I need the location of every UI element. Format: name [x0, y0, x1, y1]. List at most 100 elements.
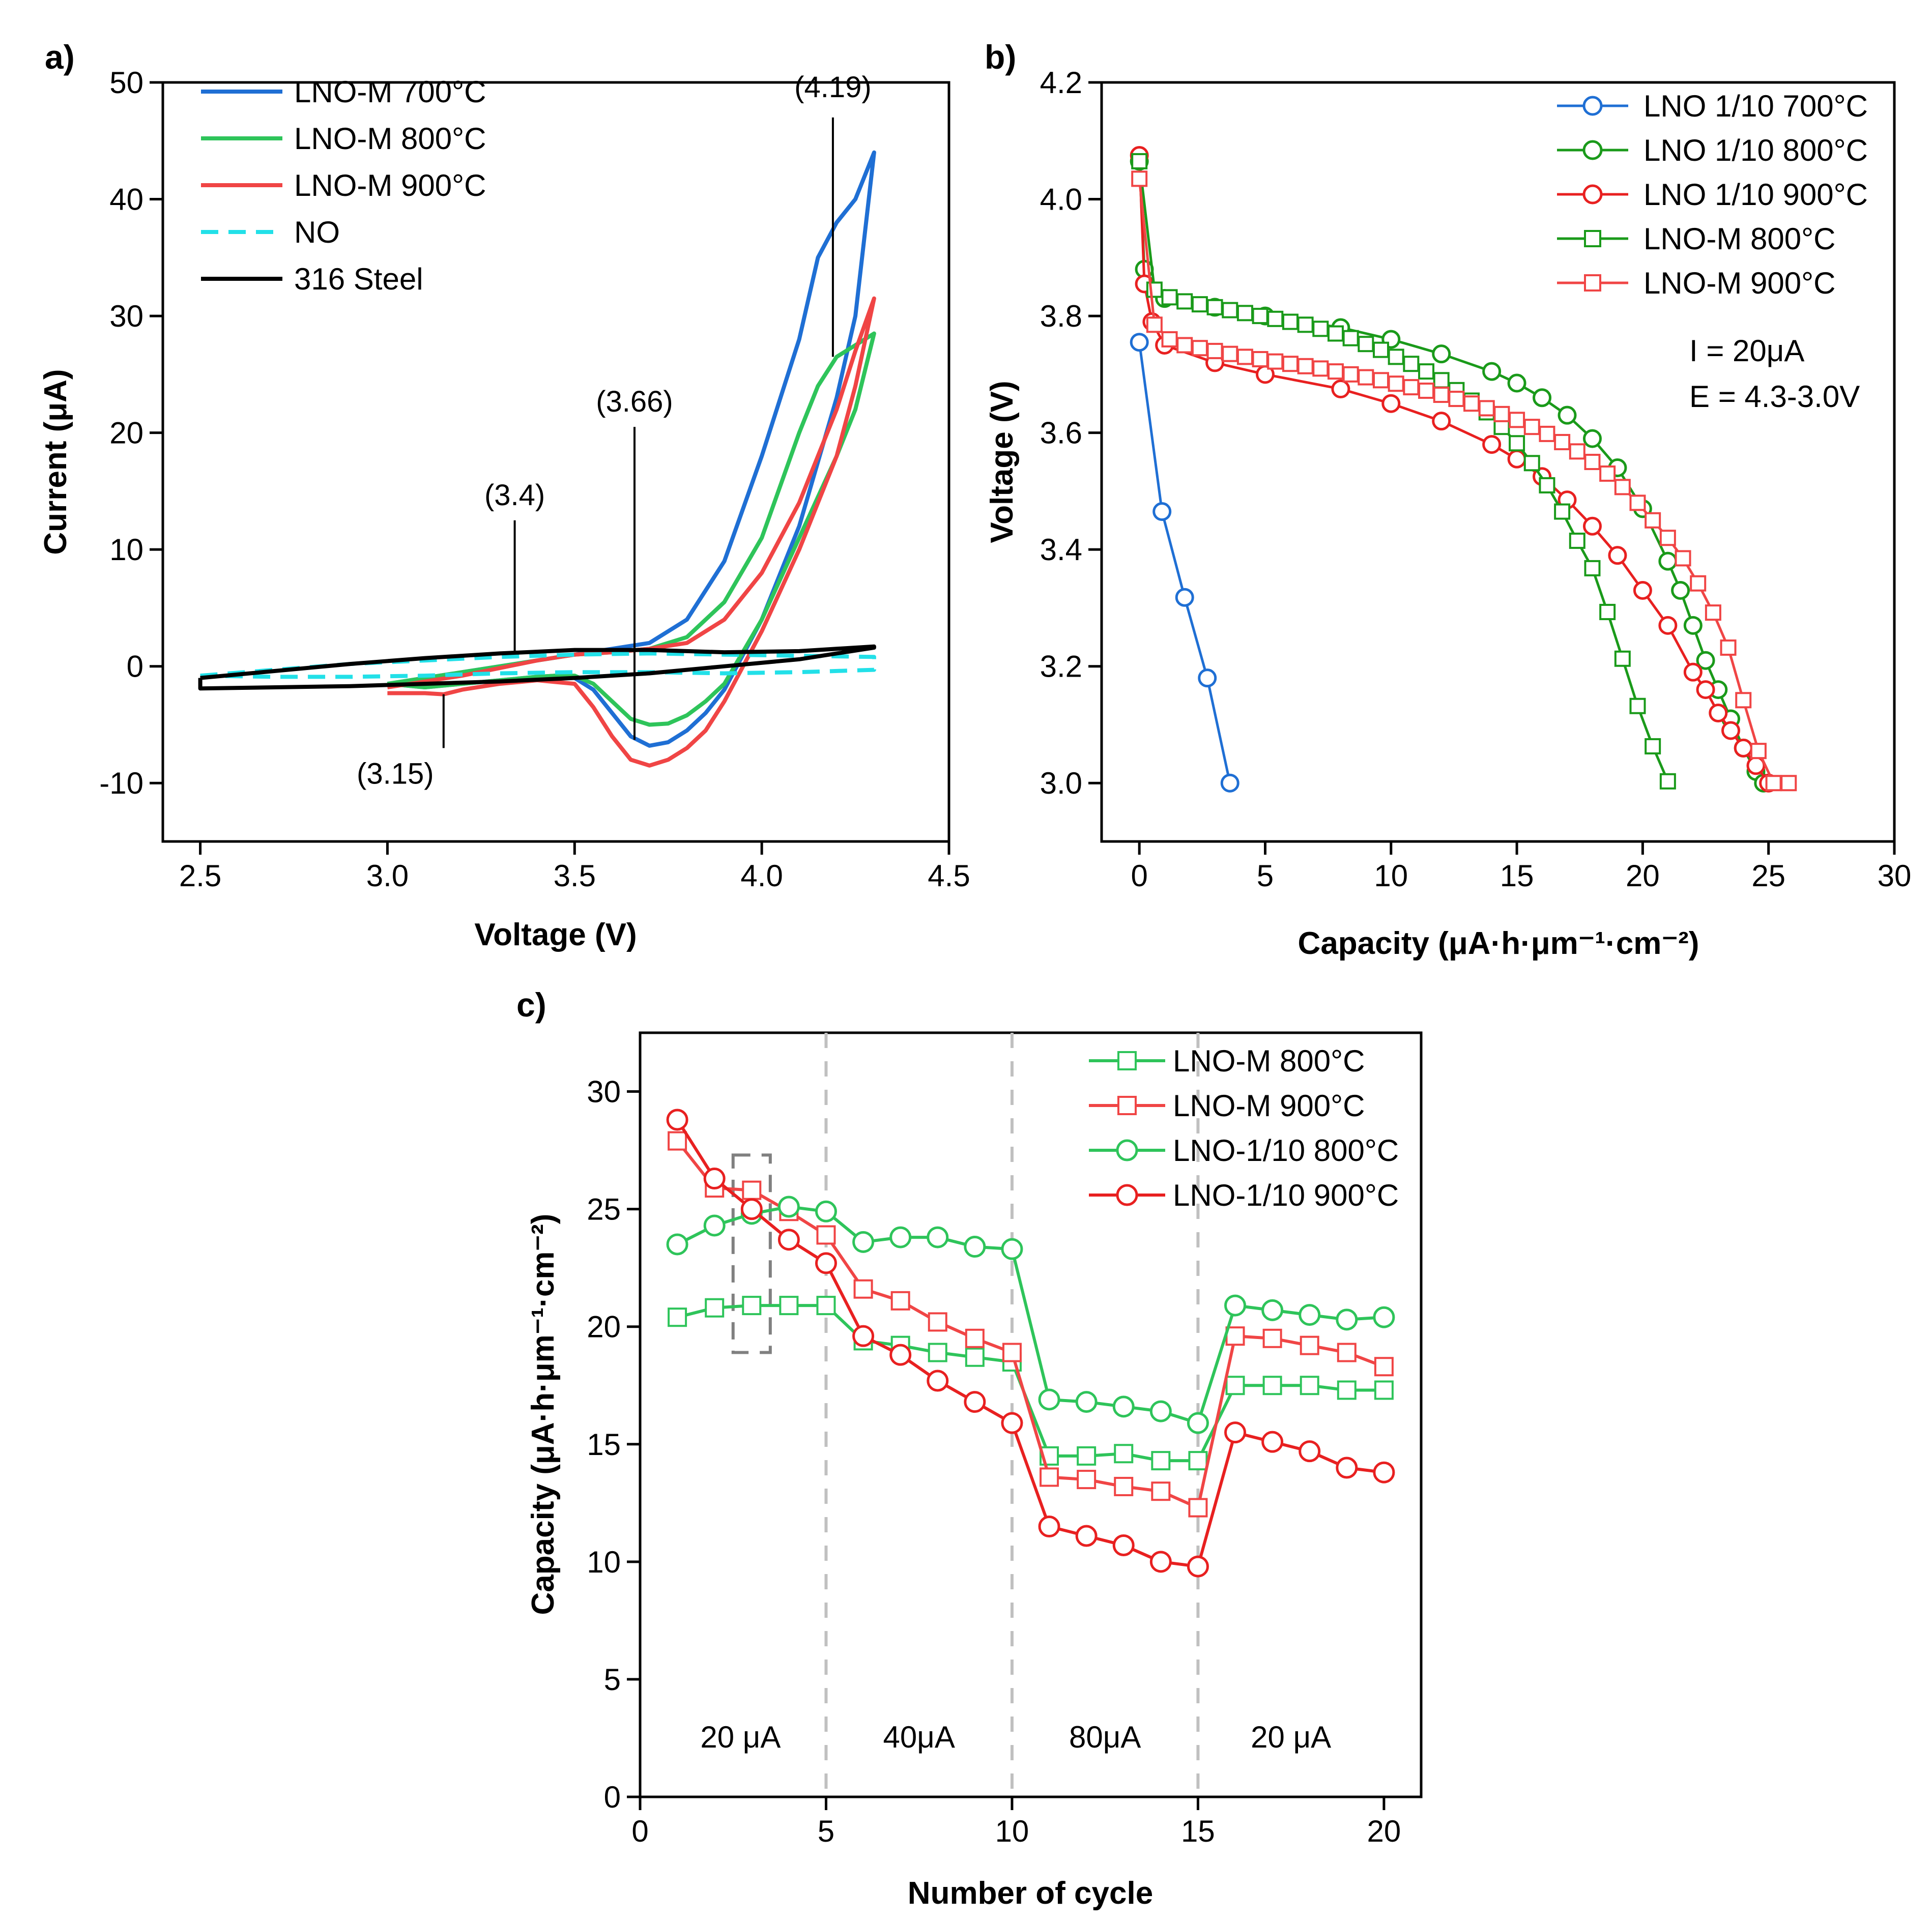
- data-point-lno-1-10-800-c: [1582, 429, 1602, 448]
- data-point-lno-m-900-c: [668, 1131, 687, 1151]
- data-point-lno-1-10-800-c: [1149, 1400, 1172, 1422]
- data-point-lno-m-800-c: [1327, 325, 1344, 342]
- data-point-lno-1-10-900-c: [1336, 1457, 1358, 1479]
- data-point-lno-m-900-c: [1374, 1357, 1394, 1377]
- data-point-lno-m-900-c: [1539, 425, 1555, 442]
- legend-label-lno-1-10-700-c: LNO 1/10 700°C: [1643, 89, 1868, 123]
- data-point-lno-m-900-c: [1388, 375, 1404, 392]
- panel-b-y-tick-label: 3.6: [1040, 416, 1082, 450]
- data-point-lno-m-900-c: [1569, 443, 1585, 460]
- data-point-lno-m-800-c: [1342, 330, 1359, 346]
- data-point-lno-1-10-900-c: [1075, 1525, 1098, 1547]
- panel-a-y-tick-label: -10: [99, 766, 143, 800]
- data-point-lno-1-10-900-c: [1373, 1461, 1395, 1483]
- panel-b-series: [1130, 146, 1797, 793]
- legend-label-316-steel: 316 Steel: [294, 262, 423, 296]
- data-point-lno-m-800-c: [668, 1307, 687, 1327]
- data-point-lno-m-800-c: [742, 1296, 762, 1316]
- panel-c-y-tick-label: 15: [587, 1428, 621, 1462]
- data-point-lno-1-10-800-c: [1482, 362, 1502, 381]
- panel-b-x-ticks: 0 5 10 15 20 25 30: [1131, 841, 1911, 893]
- data-point-lno-m-900-c: [1780, 775, 1797, 792]
- data-point-lno-m-900-c: [1463, 395, 1480, 412]
- data-point-lno-1-10-800-c: [1373, 1306, 1395, 1328]
- legend-label-no: NO: [294, 215, 340, 249]
- panel-b-x-tick-label: 0: [1131, 859, 1148, 893]
- data-point-lno-1-10-800-c: [1001, 1238, 1023, 1260]
- data-point-lno-1-10-900-c: [1709, 704, 1728, 723]
- highlight-box: [731, 1153, 772, 1354]
- data-point-lno-m-900-c: [1675, 550, 1691, 567]
- data-point-lno-1-10-800-c: [1038, 1388, 1060, 1411]
- peak-annotation-label: (3.15): [357, 757, 434, 790]
- data-point-lno-1-10-900-c: [1482, 435, 1502, 454]
- data-point-lno-1-10-800-c: [1507, 373, 1526, 393]
- data-point-lno-1-10-800-c: [1432, 344, 1451, 364]
- data-point-lno-1-10-700-c: [1152, 502, 1172, 521]
- panel-b-x-tick-label: 5: [1257, 859, 1274, 893]
- data-point-lno-m-800-c: [1312, 321, 1329, 337]
- data-point-lno-1-10-800-c: [1187, 1412, 1209, 1434]
- panel-c-x-tick-label: 5: [818, 1814, 834, 1848]
- panel-a-series: [198, 150, 876, 768]
- panel-c-x-axis-label: Number of cycle: [908, 1876, 1153, 1911]
- data-point-lno-1-10-900-c: [1582, 516, 1602, 536]
- panel-c-highlight-box: [731, 1153, 772, 1354]
- data-point-lno-m-900-c: [1222, 345, 1238, 362]
- data-point-lno-1-10-900-c: [1608, 546, 1627, 565]
- panel-c-rate-labels: 20 μA 40μA 80μA 20 μA: [700, 1720, 1331, 1754]
- data-point-lno-1-10-900-c: [740, 1198, 763, 1220]
- panel-a-y-tick-label: 40: [109, 183, 143, 217]
- data-point-lno-m-800-c: [1282, 313, 1299, 330]
- panel-b-x-tick-label: 10: [1374, 859, 1408, 893]
- panel-c-x-tick-label: 20: [1367, 1814, 1401, 1848]
- legend-label-lno-1-10-900-c: LNO-1/10 900°C: [1173, 1178, 1399, 1212]
- legend-marker-lno-1-10-700-c: [1582, 96, 1603, 116]
- data-point-lno-1-10-900-c: [1187, 1555, 1209, 1578]
- series-line-lno-1-10-700-c: [1138, 342, 1231, 783]
- panel-c-x-ticks: 0 5 10 15 20: [631, 1797, 1401, 1848]
- panel-c-y-axis-label: Capacity (μA·h·μm⁻¹·cm⁻²): [526, 1214, 561, 1615]
- panel-a-x-ticks: 2.5 3.0 3.5 4.0 4.5: [179, 841, 970, 893]
- data-point-lno-m-900-c: [1448, 391, 1465, 408]
- data-point-lno-m-800-c: [816, 1296, 836, 1316]
- panel-c-x-tick-label: 10: [995, 1814, 1029, 1848]
- data-point-lno-m-800-c: [779, 1296, 799, 1316]
- legend-marker-lno-m-900-c: [1584, 274, 1601, 292]
- panel-c-series: [666, 1109, 1395, 1578]
- data-point-lno-m-900-c: [1236, 348, 1253, 365]
- data-point-lno-m-800-c: [1191, 296, 1208, 313]
- panel-c-rate-capability: c) 20 μA 40μA 80μA 20 μA 0 5 10 15 20 0 5 10 15 20 2…: [516, 986, 1423, 1911]
- data-point-lno-1-10-800-c: [1683, 616, 1703, 635]
- panel-b-y-tick-label: 4.2: [1040, 66, 1082, 100]
- legend-label-lno-m-800-c: LNO-M 800°C: [1173, 1044, 1365, 1078]
- data-point-lno-m-900-c: [1493, 405, 1510, 422]
- data-point-lno-m-900-c: [1645, 512, 1661, 529]
- panel-b-y-ticks: 3.0 3.2 3.4 3.6 3.8 4.0 4.2: [1040, 66, 1102, 800]
- panel-a-y-tick-label: 30: [109, 299, 143, 333]
- panel-c-y-ticks: 0 5 10 15 20 25 30: [587, 1075, 640, 1814]
- data-point-lno-1-10-900-c: [1734, 738, 1753, 758]
- data-point-lno-1-10-800-c: [1261, 1299, 1284, 1321]
- legend-label-lno-m-900-c: LNO-M 900°C: [1173, 1089, 1365, 1123]
- data-point-lno-1-10-800-c: [1671, 580, 1690, 600]
- panel-b-y-tick-label: 3.4: [1040, 533, 1082, 567]
- data-point-lno-m-800-c: [1222, 302, 1238, 318]
- data-point-lno-m-900-c: [1509, 412, 1525, 428]
- data-point-lno-m-800-c: [1225, 1376, 1245, 1395]
- data-point-lno-m-900-c: [1312, 360, 1329, 377]
- data-point-lno-m-800-c: [1554, 503, 1571, 520]
- data-point-lno-m-900-c: [1418, 382, 1435, 399]
- data-point-lno-m-800-c: [1509, 435, 1525, 452]
- data-point-lno-m-900-c: [1373, 372, 1390, 389]
- data-point-lno-1-10-900-c: [777, 1229, 800, 1251]
- data-point-lno-m-900-c: [1282, 356, 1299, 372]
- legend-marker-lno-1-10-800-c: [1116, 1139, 1138, 1161]
- peak-annotation-label: (4.19): [794, 71, 872, 104]
- data-point-lno-m-900-c: [1077, 1470, 1097, 1490]
- panel-b-y-tick-label: 3.2: [1040, 650, 1082, 684]
- data-point-lno-m-900-c: [1146, 316, 1163, 333]
- panel-c-legend: LNO-M 800°C LNO-M 900°C LNO-1/10 800°C LNO-…: [1089, 1044, 1399, 1212]
- data-point-lno-1-10-800-c: [964, 1236, 986, 1258]
- data-point-lno-m-900-c: [1188, 1498, 1208, 1518]
